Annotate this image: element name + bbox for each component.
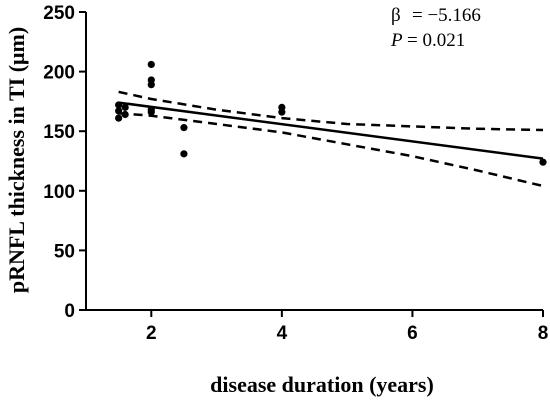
x-tick-label: 8 <box>538 323 549 344</box>
y-tick-label: 150 <box>43 122 75 143</box>
data-points <box>115 60 547 166</box>
data-point <box>115 107 123 115</box>
data-point <box>147 108 155 116</box>
y-tick-label: 0 <box>64 301 75 322</box>
beta-symbol: β <box>391 5 401 26</box>
ci-lower-line <box>118 112 544 188</box>
ci-upper-line <box>118 90 544 132</box>
y-tick-label: 100 <box>43 182 75 203</box>
data-point <box>278 108 286 116</box>
x-tick-label: 4 <box>277 323 288 344</box>
y-tick-label: 50 <box>54 241 75 262</box>
data-point <box>121 110 129 119</box>
data-point <box>180 124 188 132</box>
y-axis: 0 50 100 150 200 250 <box>43 3 87 322</box>
data-point <box>180 150 188 158</box>
y-axis-title: pRNFL thickness in TI (μm) <box>4 27 29 293</box>
data-point <box>115 101 123 109</box>
x-axis: 2 4 6 8 <box>86 309 549 344</box>
p-symbol: P <box>390 30 403 51</box>
y-tick-label: 250 <box>43 3 75 24</box>
data-point <box>121 103 129 111</box>
x-tick-label: 2 <box>146 323 157 344</box>
data-point <box>147 60 155 69</box>
data-point <box>115 114 123 122</box>
stats-annotation: β = −5.166 P = 0.021 <box>390 5 481 51</box>
x-axis-title: disease duration (years) <box>210 372 434 397</box>
ci-band <box>118 90 544 188</box>
data-point <box>147 81 155 89</box>
p-value: = 0.021 <box>407 30 465 51</box>
y-tick-label: 200 <box>43 63 75 84</box>
regression-line <box>118 101 544 160</box>
x-tick-label: 6 <box>407 323 418 344</box>
data-point <box>539 158 547 166</box>
beta-value: = −5.166 <box>412 5 481 26</box>
